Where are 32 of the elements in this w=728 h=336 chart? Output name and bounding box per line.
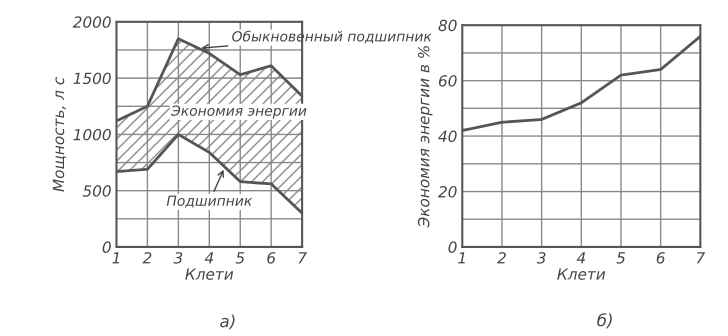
y-tick-label: 2000: [72, 16, 111, 28]
x-tick-label: 2: [142, 252, 152, 264]
x-tick-label: 4: [576, 252, 586, 264]
x-axis-title: Клети: [185, 268, 234, 280]
x-tick-label: 6: [656, 252, 665, 264]
y-tick-label: 1500: [73, 72, 111, 84]
x-tick-label: 5: [236, 252, 244, 264]
x-axis-title: Клети: [557, 268, 606, 280]
x-tick-label: 1: [112, 252, 120, 264]
y-tick-label: 500: [82, 185, 111, 197]
x-tick-label: 6: [267, 252, 276, 264]
y-tick-label: 0: [448, 241, 457, 253]
x-tick-label: 7: [696, 252, 706, 264]
series-label: Подшипник: [166, 196, 252, 208]
x-tick-label: 5: [616, 252, 625, 264]
text: б): [597, 313, 612, 328]
y-tick-label: 1000: [73, 128, 111, 140]
x-tick-label: 1: [458, 252, 465, 264]
y-axis-title: Экономия энергии в %: [418, 46, 432, 228]
y-tick-label: 0: [102, 241, 111, 253]
annotation: Экономия энергии: [170, 105, 306, 119]
x-tick-label: 3: [536, 252, 546, 264]
y-tick-label: 80: [438, 20, 457, 32]
x-tick-label: 2: [497, 252, 506, 264]
x-tick-label: 3: [174, 252, 182, 264]
text: а): [220, 314, 235, 330]
y-axis-title: Мощность, л с: [52, 76, 66, 192]
x-tick-label: 4: [204, 252, 214, 264]
y-tick-label: 60: [438, 75, 457, 87]
x-tick-label: 7: [298, 252, 307, 264]
y-tick-label: 20: [438, 186, 457, 198]
y-tick-label: 40: [438, 130, 457, 142]
